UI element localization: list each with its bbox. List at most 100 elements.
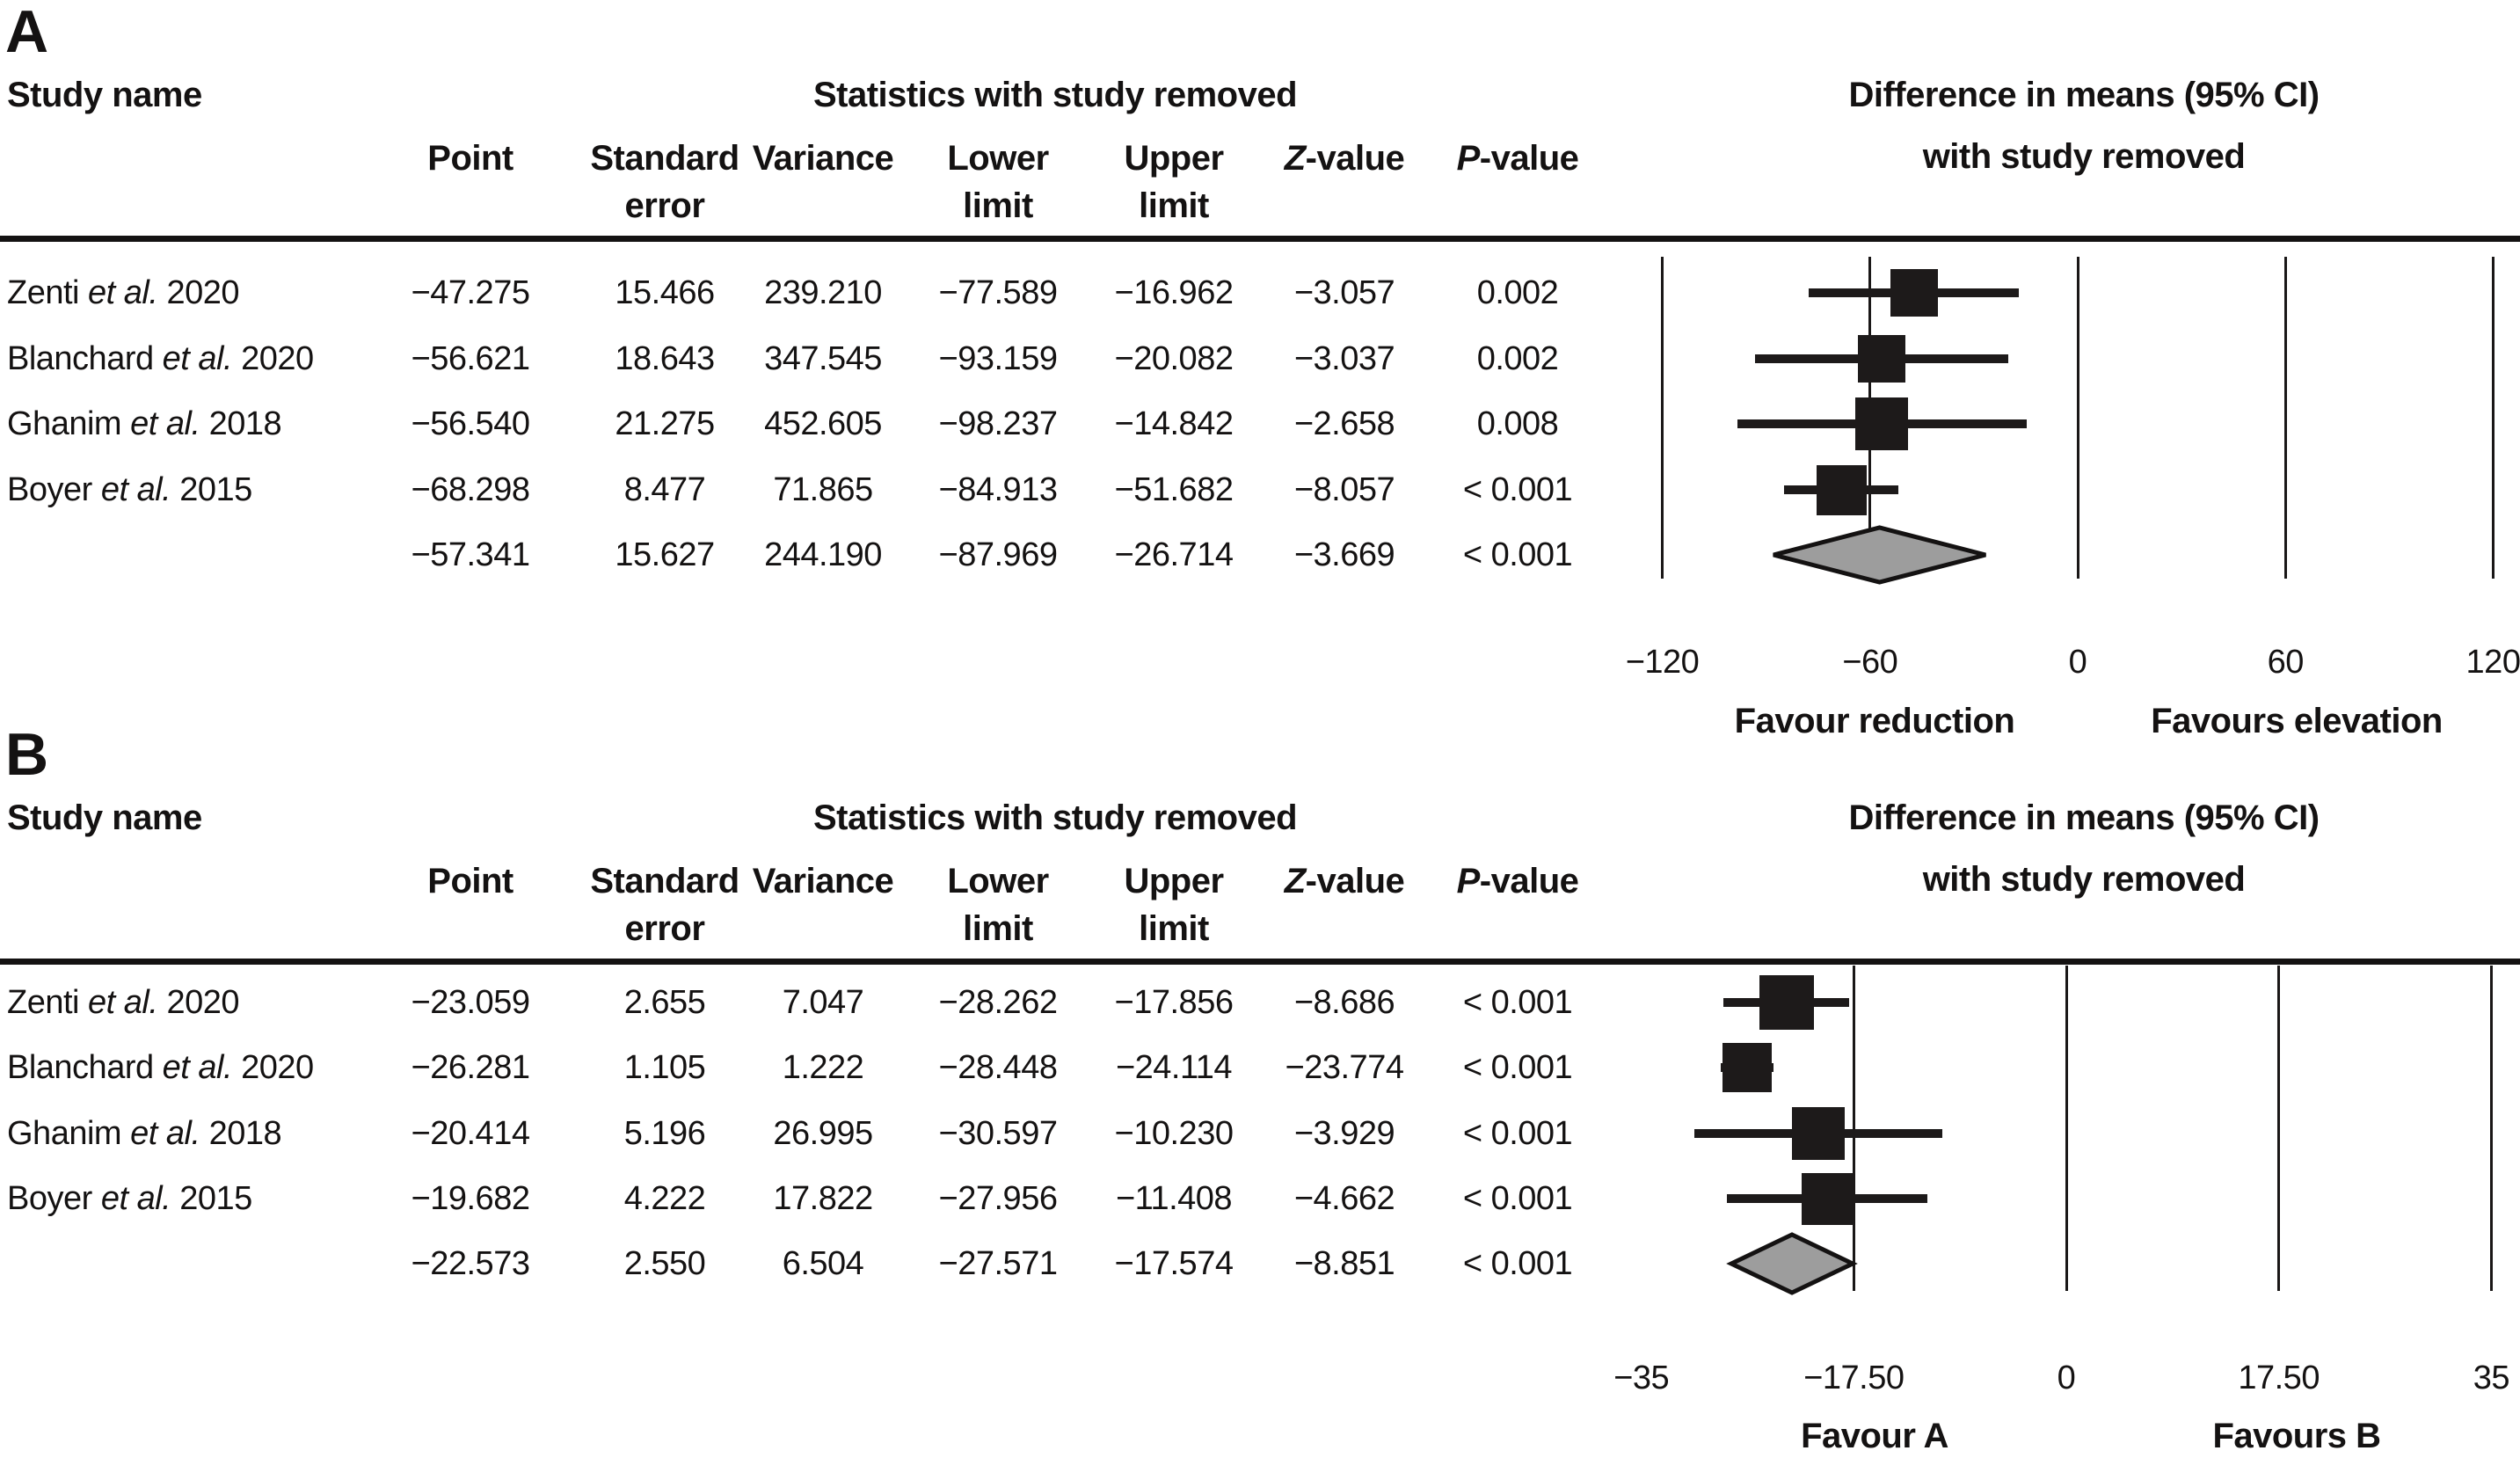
z-value: −3.057 — [1293, 274, 1395, 311]
diff-header-line2: with study removed — [1922, 860, 2246, 899]
variance-value: 452.605 — [764, 405, 882, 442]
lower-limit-value: −77.589 — [938, 274, 1058, 311]
se-value: 2.655 — [623, 984, 706, 1021]
axis-gridline — [2489, 966, 2493, 1291]
axis-gridline — [2492, 257, 2495, 579]
axis-gridline — [2076, 257, 2079, 579]
study-name: Ghanim et al. 2018 — [7, 405, 282, 442]
se-value: 2.550 — [623, 1245, 706, 1282]
diff-header-line2: with study removed — [1922, 137, 2246, 176]
lower-limit-value: −84.913 — [938, 471, 1058, 508]
z-value: −3.929 — [1293, 1115, 1395, 1152]
variance-value: 17.822 — [773, 1180, 873, 1217]
point-value: −56.621 — [411, 340, 530, 377]
col-header-lower: Lower — [947, 862, 1049, 900]
point-value: −23.059 — [411, 984, 530, 1021]
z-value: −23.774 — [1285, 1049, 1404, 1086]
study-name-header: Study name — [7, 76, 202, 114]
point-estimate-square — [1855, 397, 1909, 450]
z-value: −8.686 — [1293, 984, 1395, 1021]
point-value: −47.275 — [411, 274, 530, 311]
p-value: < 0.001 — [1462, 1115, 1573, 1152]
col-header-lower: Lower — [947, 139, 1049, 178]
study-name-header: Study name — [7, 798, 202, 837]
diff-header-line1: Difference in means (95% CI) — [1848, 76, 2320, 114]
favour-right-label: Favours B — [2212, 1417, 2381, 1455]
axis-tick-label: 120 — [2465, 644, 2520, 681]
axis-tick-label: −120 — [1625, 644, 1700, 681]
upper-limit-value: −14.842 — [1114, 405, 1234, 442]
axis-tick-label: 60 — [2267, 644, 2305, 681]
axis-tick-label: −17.50 — [1803, 1360, 1905, 1396]
point-value: −22.573 — [411, 1245, 530, 1282]
header-rule — [0, 959, 2520, 965]
stats-header: Statistics with study removed — [812, 76, 1298, 114]
study-name: Ghanim et al. 2018 — [7, 1115, 282, 1152]
col-header-se: Standard — [590, 862, 739, 900]
axis-tick-label: −35 — [1613, 1360, 1670, 1396]
point-estimate-square — [1801, 1172, 1854, 1225]
axis-gridline — [2283, 257, 2287, 579]
axis-tick-label: −60 — [1842, 644, 1898, 681]
col-header-se-line2: error — [624, 909, 705, 948]
favour-left-label: Favour A — [1801, 1417, 1948, 1455]
upper-limit-value: −17.856 — [1114, 984, 1234, 1021]
z-value: −8.057 — [1293, 471, 1395, 508]
summary-diamond — [1772, 525, 1986, 585]
z-value: −4.662 — [1293, 1180, 1395, 1217]
axis-tick-label: 17.50 — [2238, 1360, 2320, 1396]
axis-gridline — [1852, 966, 1855, 1291]
point-estimate-square — [1858, 335, 1906, 383]
col-header-point: Point — [427, 862, 513, 900]
col-header-zvalue: Z-value — [1284, 139, 1405, 178]
point-value: −57.341 — [411, 536, 530, 573]
axis-tick-label: 35 — [2473, 1360, 2510, 1396]
col-header-upper-line2: limit — [1139, 909, 1209, 948]
point-value: −26.281 — [411, 1049, 530, 1086]
col-header-upper-line2: limit — [1139, 186, 1209, 225]
z-value: −8.851 — [1293, 1245, 1395, 1282]
p-value: 0.002 — [1476, 274, 1559, 311]
upper-limit-value: −17.574 — [1114, 1245, 1234, 1282]
study-name: Blanchard et al. 2020 — [7, 340, 314, 377]
p-value: < 0.001 — [1462, 984, 1573, 1021]
se-value: 1.105 — [623, 1049, 706, 1086]
z-value: −3.669 — [1293, 536, 1395, 573]
variance-value: 6.504 — [782, 1245, 864, 1282]
upper-limit-value: −26.714 — [1114, 536, 1234, 573]
col-header-point: Point — [427, 139, 513, 178]
col-header-pvalue: P-value — [1456, 862, 1579, 900]
p-value: < 0.001 — [1462, 471, 1573, 508]
variance-value: 7.047 — [782, 984, 864, 1021]
se-value: 4.222 — [623, 1180, 706, 1217]
study-name: Zenti et al. 2020 — [7, 984, 240, 1021]
p-value: 0.008 — [1476, 405, 1559, 442]
stats-header: Statistics with study removed — [812, 798, 1298, 837]
col-header-lower-line2: limit — [963, 909, 1033, 948]
axis-tick-label: 0 — [2068, 644, 2087, 681]
se-value: 21.275 — [615, 405, 715, 442]
axis-gridline — [2065, 966, 2068, 1291]
study-name: Zenti et al. 2020 — [7, 274, 240, 311]
col-header-upper: Upper — [1124, 862, 1224, 900]
col-header-se: Standard — [590, 139, 739, 178]
p-value: < 0.001 — [1462, 1049, 1573, 1086]
panel-a-label: A — [5, 0, 49, 65]
favour-left-label: Favour reduction — [1734, 702, 2015, 740]
lower-limit-value: −28.262 — [938, 984, 1058, 1021]
study-name: Blanchard et al. 2020 — [7, 1049, 314, 1086]
col-header-variance: Variance — [752, 862, 894, 900]
point-estimate-square — [1816, 464, 1867, 515]
lower-limit-value: −27.571 — [938, 1245, 1058, 1282]
point-value: −56.540 — [411, 405, 530, 442]
col-header-pvalue: P-value — [1456, 139, 1579, 178]
point-estimate-square — [1890, 269, 1938, 317]
axis-gridline — [1661, 257, 1664, 579]
variance-value: 244.190 — [764, 536, 882, 573]
panel-b-label: B — [5, 721, 49, 788]
se-value: 8.477 — [623, 471, 706, 508]
col-header-lower-line2: limit — [963, 186, 1033, 225]
lower-limit-value: −30.597 — [938, 1115, 1058, 1152]
point-value: −68.298 — [411, 471, 530, 508]
